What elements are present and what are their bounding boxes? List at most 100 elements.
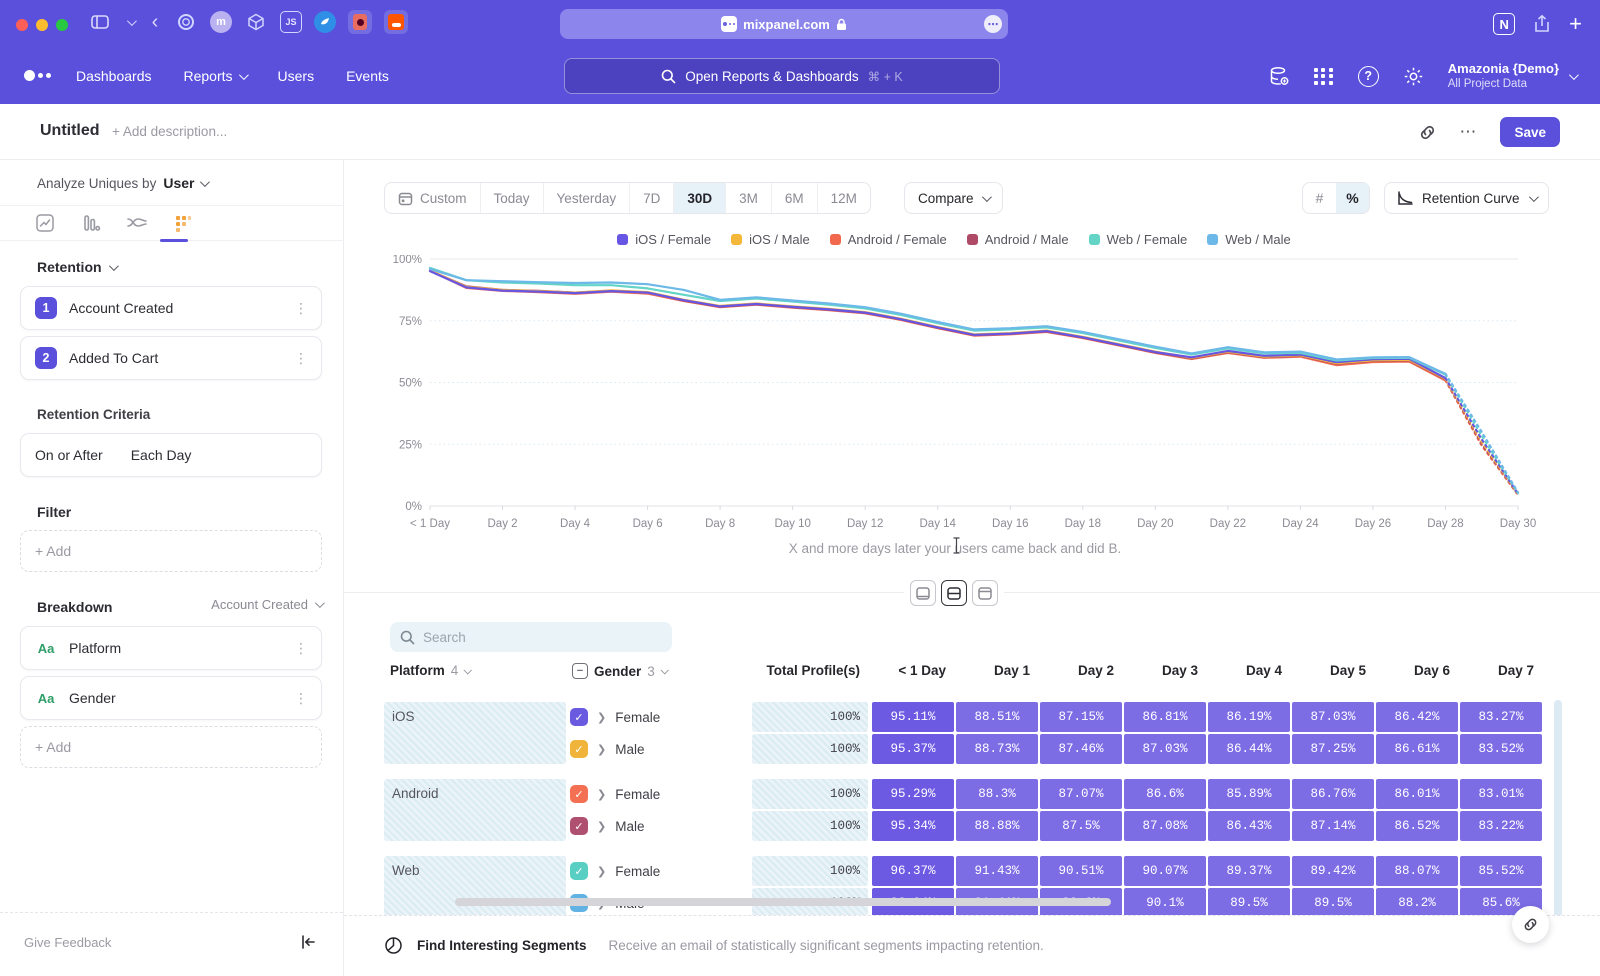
retention-section-header[interactable]: Retention: [37, 259, 116, 275]
breakdown-menu-icon[interactable]: ⋮: [294, 690, 309, 707]
breakdown-platform[interactable]: Aa Platform ⋮: [20, 626, 322, 670]
retention-cell[interactable]: 86.42%: [1376, 702, 1458, 732]
retention-cell[interactable]: 87.15%: [1040, 702, 1122, 732]
project-switcher[interactable]: Amazonia {Demo} All Project Data: [1448, 61, 1576, 92]
retention-cell[interactable]: 88.07%: [1376, 856, 1458, 886]
retention-cell[interactable]: 83.22%: [1460, 811, 1542, 841]
horizontal-scrollbar[interactable]: [455, 898, 1111, 906]
notion-icon[interactable]: N: [1493, 13, 1515, 35]
extension-m-icon[interactable]: m: [210, 11, 232, 33]
mixpanel-logo[interactable]: [24, 70, 51, 81]
retention-cell[interactable]: 95.29%: [872, 779, 954, 809]
chevron-right-icon[interactable]: ❯: [597, 788, 606, 801]
retention-cell[interactable]: 83.01%: [1460, 779, 1542, 809]
breakdown-menu-icon[interactable]: ⋮: [294, 640, 309, 657]
platform-cell[interactable]: Web: [384, 856, 566, 918]
retention-cell[interactable]: 86.44%: [1208, 734, 1290, 764]
retention-cell[interactable]: 90.51%: [1040, 856, 1122, 886]
retention-cell[interactable]: 87.5%: [1040, 811, 1122, 841]
more-options-icon[interactable]: ⋯: [1459, 122, 1478, 142]
tab-retention[interactable]: [172, 212, 194, 234]
retention-cell[interactable]: 86.76%: [1292, 779, 1374, 809]
retention-cell[interactable]: 85.89%: [1208, 779, 1290, 809]
retention-cell[interactable]: 83.52%: [1460, 734, 1542, 764]
retention-cell[interactable]: 91.43%: [956, 856, 1038, 886]
extension-reader-icon[interactable]: [348, 10, 372, 34]
retention-cell[interactable]: 87.03%: [1292, 702, 1374, 732]
retention-cell[interactable]: 83.27%: [1460, 702, 1542, 732]
extension-soundcloud-icon[interactable]: [384, 10, 408, 34]
retention-criteria-selector[interactable]: On or After Each Day: [20, 433, 322, 477]
close-window-button[interactable]: [16, 19, 28, 31]
retention-cell[interactable]: 87.46%: [1040, 734, 1122, 764]
add-filter-button[interactable]: + Add: [20, 530, 322, 572]
nav-item-users[interactable]: Users: [278, 68, 315, 84]
analyze-entity-selector[interactable]: User: [163, 175, 207, 191]
retention-cell[interactable]: 89.5%: [1292, 888, 1374, 918]
retention-cell[interactable]: 88.88%: [956, 811, 1038, 841]
url-bar[interactable]: mixpanel.com ⋯: [560, 9, 1008, 39]
step-menu-icon[interactable]: ⋮: [294, 350, 309, 367]
data-management-icon[interactable]: [1268, 65, 1290, 87]
retention-cell[interactable]: 85.52%: [1460, 856, 1542, 886]
segments-title[interactable]: Find Interesting Segments: [417, 938, 587, 953]
retention-cell[interactable]: 87.03%: [1124, 734, 1206, 764]
series-checkbox[interactable]: ✓: [570, 708, 588, 726]
retention-cell[interactable]: 89.42%: [1292, 856, 1374, 886]
series-checkbox[interactable]: ✓: [570, 740, 588, 758]
retention-cell[interactable]: 95.34%: [872, 811, 954, 841]
url-more-icon[interactable]: ⋯: [984, 15, 1002, 33]
retention-cell[interactable]: 95.37%: [872, 734, 954, 764]
tab-flows[interactable]: [126, 212, 148, 234]
retention-cell[interactable]: 86.81%: [1124, 702, 1206, 732]
tab-funnels[interactable]: [80, 212, 102, 234]
minimize-window-button[interactable]: [36, 19, 48, 31]
retention-cell[interactable]: 87.08%: [1124, 811, 1206, 841]
series-checkbox[interactable]: ✓: [570, 817, 588, 835]
extension-js-icon[interactable]: JS: [280, 11, 302, 33]
save-button[interactable]: Save: [1500, 117, 1560, 147]
nav-item-dashboards[interactable]: Dashboards: [76, 68, 152, 84]
retention-step-1[interactable]: 1 Account Created ⋮: [20, 286, 322, 330]
gender-cell[interactable]: ✓❯Male: [570, 734, 746, 764]
give-feedback-link[interactable]: Give Feedback: [24, 935, 111, 950]
criteria-interval[interactable]: Each Day: [131, 447, 192, 463]
chevron-right-icon[interactable]: ❯: [597, 743, 606, 756]
retention-cell[interactable]: 96.37%: [872, 856, 954, 886]
retention-cell[interactable]: 86.52%: [1376, 811, 1458, 841]
back-icon[interactable]: ‹: [148, 10, 162, 34]
extension-ring-icon[interactable]: [174, 10, 198, 34]
add-description-button[interactable]: + Add description...: [112, 124, 227, 139]
retention-cell[interactable]: 86.01%: [1376, 779, 1458, 809]
retention-cell[interactable]: 88.2%: [1376, 888, 1458, 918]
step-menu-icon[interactable]: ⋮: [294, 300, 309, 317]
gender-cell[interactable]: ✓❯Female: [570, 856, 746, 886]
gender-cell[interactable]: ✓❯Male: [570, 811, 746, 841]
retention-cell[interactable]: 88.3%: [956, 779, 1038, 809]
settings-gear-icon[interactable]: [1403, 66, 1424, 87]
add-breakdown-button[interactable]: + Add: [20, 726, 322, 768]
retention-cell[interactable]: 88.73%: [956, 734, 1038, 764]
help-icon[interactable]: ?: [1358, 66, 1379, 87]
chevron-right-icon[interactable]: ❯: [597, 865, 606, 878]
gender-cell[interactable]: ✓❯Female: [570, 702, 746, 732]
report-title[interactable]: Untitled: [40, 122, 100, 140]
retention-cell[interactable]: 89.5%: [1208, 888, 1290, 918]
traffic-lights[interactable]: [16, 18, 76, 36]
retention-cell[interactable]: 95.11%: [872, 702, 954, 732]
apps-grid-icon[interactable]: [1314, 68, 1334, 85]
platform-cell[interactable]: iOS: [384, 702, 566, 764]
breakdown-gender[interactable]: Aa Gender ⋮: [20, 676, 322, 720]
retention-cell[interactable]: 86.19%: [1208, 702, 1290, 732]
retention-cell[interactable]: 87.14%: [1292, 811, 1374, 841]
platform-cell[interactable]: Android: [384, 779, 566, 841]
retention-cell[interactable]: 88.51%: [956, 702, 1038, 732]
breakdown-scope-selector[interactable]: Account Created: [0, 597, 322, 612]
retention-cell[interactable]: 90.1%: [1124, 888, 1206, 918]
share-icon[interactable]: [1533, 14, 1551, 34]
gender-cell[interactable]: ✓❯Female: [570, 779, 746, 809]
retention-cell[interactable]: 86.61%: [1376, 734, 1458, 764]
nav-item-events[interactable]: Events: [346, 68, 389, 84]
extension-cube-icon[interactable]: [244, 10, 268, 34]
copy-link-icon[interactable]: [1418, 123, 1437, 142]
